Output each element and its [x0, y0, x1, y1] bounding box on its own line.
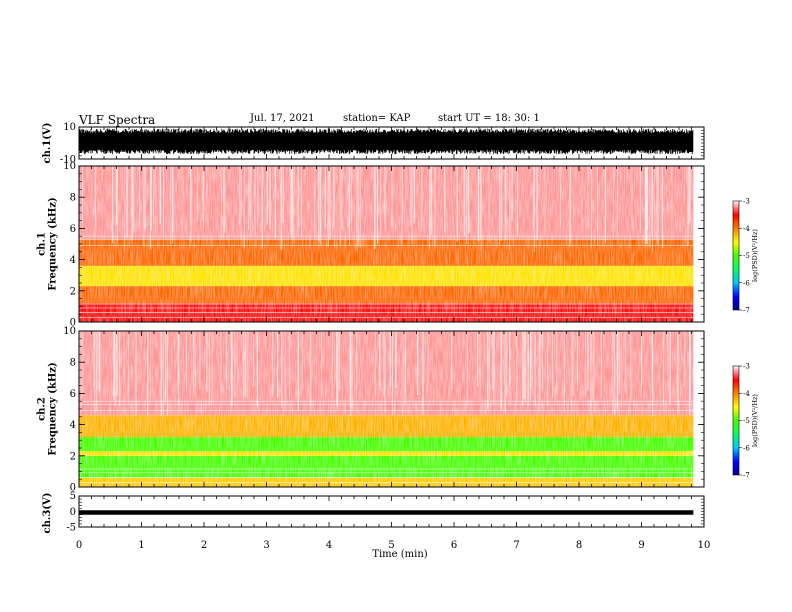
y-tick-label: -5 [66, 523, 76, 534]
y-tick-label: 6 [70, 389, 76, 400]
colorbar-tick-label: -3 [743, 198, 750, 206]
colorbar-tick-label: -4 [743, 390, 750, 398]
ch1-spectrogram-panel: 0 2 4 6 8 10 ch.1Frequency (kHz) -3 -4 -5 -6 -7 log(… [37, 161, 760, 329]
x-tick-label: 6 [451, 540, 457, 551]
colorbar-tick-label: -5 [743, 417, 750, 425]
colorbar-tick-label: -7 [743, 307, 750, 315]
x-tick-label: 2 [201, 540, 207, 551]
y-tick-label: 2 [70, 286, 76, 297]
colorbar-tick-label: -5 [743, 252, 750, 260]
y-tick-label: 5 [70, 491, 76, 502]
colorbar-tick-label: -6 [743, 279, 750, 287]
y-tick-label: 10 [63, 326, 76, 337]
ch3-waveform-ylabel: ch.3(V) [42, 492, 53, 533]
colorbar [732, 365, 740, 476]
x-tick-label: 9 [638, 540, 644, 551]
y-tick-label: 10 [63, 122, 76, 133]
colorbar [732, 200, 740, 311]
y-tick-label: 0 [70, 507, 76, 518]
colorbar-label: log(PSD)(V²/Hz) [751, 229, 759, 282]
x-tick-label: 0 [76, 540, 82, 551]
ch1-waveform-trace [78, 128, 694, 155]
x-tick-label: 1 [138, 540, 144, 551]
y-tick-label: 0 [70, 318, 76, 329]
time-axis: 0 1 2 3 4 5 6 7 8 9 10 [76, 540, 711, 551]
ch2-spectrogram-panel: 0 2 4 6 8 10 ch.2Frequency (kHz) -3 -4 -5 -6 -7 log(… [37, 326, 760, 494]
x-tick-label: 7 [513, 540, 519, 551]
header-station: station= KAP [343, 113, 411, 124]
y-tick-label: 8 [70, 358, 76, 369]
spectrogram-texture [79, 331, 694, 487]
y-tick-label: -10 [60, 155, 76, 166]
colorbar-label: log(PSD)(V²/Hz) [751, 394, 759, 447]
spectrogram-ylabel: ch.1Frequency (kHz) [37, 197, 59, 290]
y-tick-label: 10 [63, 161, 76, 172]
x-axis-label: Time (min) [372, 549, 427, 560]
header-start-time: start UT = 18: 30: 1 [438, 113, 540, 124]
colorbar-tick-label: -6 [743, 444, 750, 452]
ch1-waveform-panel: 10 -10 ch.1(V) [42, 122, 705, 166]
x-tick-label: 10 [698, 540, 711, 551]
y-axis-label-line: ch.2 [37, 397, 48, 421]
y-tick-label: 2 [70, 451, 76, 462]
x-tick-label: 8 [576, 540, 582, 551]
x-tick-label: 4 [326, 540, 332, 551]
colorbar-tick-label: -7 [743, 472, 750, 480]
x-tick-label: 5 [388, 540, 394, 551]
y-tick-label: 0 [70, 483, 76, 494]
y-axis-label-line: Frequency (kHz) [48, 197, 59, 290]
y-tick-label: 8 [70, 193, 76, 204]
x-tick-label: 3 [263, 540, 269, 551]
y-axis-label-line: ch.1(V) [42, 122, 53, 163]
y-tick-label: 4 [70, 420, 76, 431]
ch3-waveform-trace [79, 510, 694, 515]
colorbar-tick-label: -3 [743, 363, 750, 371]
y-tick-label: 6 [70, 224, 76, 235]
header-date: Jul. 17, 2021 [250, 113, 315, 124]
spectrogram-texture [79, 166, 694, 322]
y-axis-label-line: ch.1 [37, 232, 48, 256]
ch3-waveform-panel: 5 0 -5 ch.3(V) [42, 491, 705, 534]
y-axis-label-line: ch.3(V) [42, 492, 53, 533]
colorbar-tick-label: -4 [743, 225, 750, 233]
ch1-waveform-ylabel: ch.1(V) [42, 122, 53, 163]
y-axis-label-line: Frequency (kHz) [48, 362, 59, 455]
y-tick-label: 4 [70, 255, 76, 266]
figure-title: VLF Spectra [79, 113, 156, 127]
spectrogram-ylabel: ch.2Frequency (kHz) [37, 362, 59, 455]
